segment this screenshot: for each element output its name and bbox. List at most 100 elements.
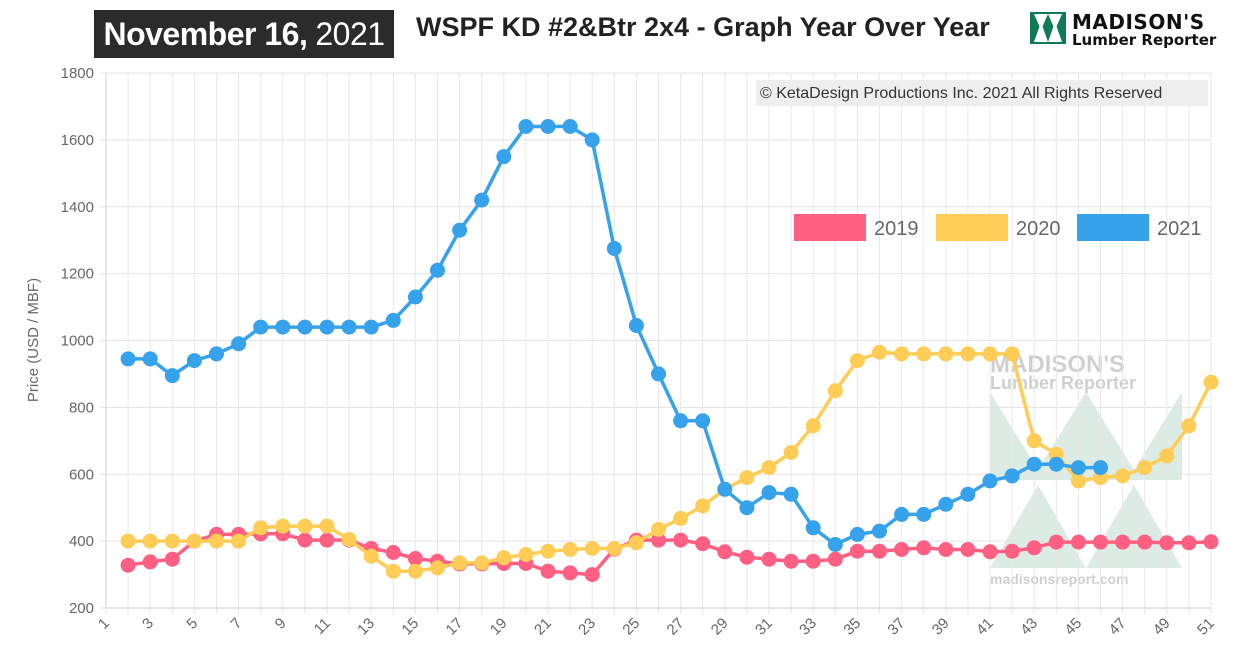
x-tick-label: 45: [1061, 615, 1085, 639]
data-point-2021: [960, 486, 976, 502]
y-tick-label: 1600: [61, 132, 94, 149]
data-point-2019: [827, 551, 843, 567]
x-tick-label: 23: [575, 615, 599, 639]
data-point-2021: [540, 119, 556, 134]
data-point-2020: [1004, 346, 1020, 362]
data-point-2020: [805, 418, 821, 434]
data-point-2021: [518, 119, 534, 134]
data-point-2019: [894, 542, 910, 557]
x-tick-label: 1: [95, 615, 113, 633]
data-point-2021: [894, 506, 910, 522]
y-tick-label: 600: [69, 466, 94, 483]
data-point-2020: [783, 445, 799, 460]
data-point-2021: [407, 289, 423, 305]
data-point-2020: [562, 542, 578, 557]
data-point-2021: [849, 526, 865, 542]
y-tick-label: 1400: [61, 199, 94, 216]
data-point-2020: [606, 541, 622, 556]
data-point-2020: [518, 547, 534, 562]
x-tick-label: 51: [1194, 615, 1218, 639]
data-point-2021: [717, 481, 733, 497]
data-point-2021: [695, 413, 711, 429]
x-tick-label: 29: [708, 615, 732, 639]
x-tick-label: 47: [1106, 615, 1130, 639]
chart-legend: 2019 2020 2021: [794, 214, 1202, 241]
y-tick-label: 200: [69, 600, 94, 617]
data-point-2021: [319, 319, 335, 335]
logo-line2: Lumber Reporter: [1072, 31, 1217, 49]
data-point-2019: [872, 543, 887, 559]
x-tick-label: 11: [311, 615, 334, 638]
data-point-2020: [651, 521, 666, 537]
data-point-2019: [540, 563, 556, 579]
watermark-line2: Lumber Reporter: [990, 373, 1136, 393]
data-point-2020: [120, 533, 136, 549]
data-point-2020: [982, 346, 998, 362]
data-point-2019: [407, 551, 423, 566]
x-tick-label: 21: [531, 615, 555, 639]
data-point-2021: [164, 368, 180, 384]
x-tick-label: 5: [183, 615, 201, 633]
data-point-2019: [938, 542, 954, 557]
data-point-2021: [938, 496, 954, 512]
data-point-2020: [960, 346, 976, 362]
data-point-2020: [916, 346, 932, 362]
data-point-2020: [739, 470, 755, 486]
data-point-2021: [1093, 460, 1108, 476]
x-tick-label: 15: [398, 615, 422, 639]
data-point-2020: [894, 346, 910, 362]
legend-label: 2020: [1016, 218, 1061, 240]
data-point-2019: [849, 543, 865, 559]
data-point-2020: [872, 344, 887, 360]
x-tick-label: 49: [1150, 615, 1174, 639]
data-point-2021: [142, 351, 158, 367]
series-2020: [120, 344, 1219, 579]
data-point-2020: [363, 548, 379, 564]
date-month-day: November 16,: [103, 15, 308, 52]
data-point-2021: [562, 119, 578, 134]
data-point-2021: [872, 523, 887, 539]
data-point-2021: [982, 473, 998, 489]
data-point-2020: [628, 535, 644, 551]
data-point-2021: [827, 537, 843, 552]
data-point-2019: [717, 544, 733, 560]
data-point-2021: [341, 319, 357, 335]
watermark-shape: [990, 392, 1086, 470]
data-point-2021: [673, 413, 689, 429]
data-point-2020: [540, 543, 556, 559]
data-point-2021: [1048, 456, 1064, 472]
x-tick-label: 17: [443, 615, 467, 639]
x-tick-label: 3: [139, 615, 157, 633]
legend-item-2021: 2021: [1077, 214, 1202, 241]
data-point-2021: [496, 149, 512, 165]
data-point-2020: [186, 533, 202, 549]
data-point-2021: [1004, 468, 1020, 484]
data-point-2021: [1026, 456, 1042, 472]
data-point-2020: [253, 520, 269, 536]
data-point-2021: [651, 366, 666, 382]
data-point-2021: [452, 222, 468, 238]
legend-label: 2021: [1157, 218, 1202, 240]
data-point-2019: [120, 557, 136, 573]
data-point-2019: [1137, 534, 1153, 550]
legend-item-2019: 2019: [794, 214, 919, 241]
data-point-2019: [142, 554, 158, 570]
x-tick-label: 33: [796, 615, 820, 639]
data-point-2021: [474, 192, 490, 208]
data-point-2020: [297, 518, 313, 534]
x-tick-label: 37: [885, 615, 909, 639]
x-tick-label: 35: [840, 615, 864, 639]
watermark-shape: [1086, 392, 1182, 470]
x-tick-label: 19: [487, 615, 511, 639]
legend-item-2020: 2020: [936, 214, 1061, 241]
data-point-2019: [960, 542, 976, 557]
data-point-2019: [1048, 534, 1064, 550]
data-point-2019: [164, 551, 180, 567]
legend-swatch: [1077, 214, 1149, 241]
data-point-2020: [1137, 460, 1153, 476]
data-point-2019: [1203, 534, 1219, 550]
data-point-2021: [584, 132, 600, 148]
data-point-2021: [628, 318, 644, 333]
data-point-2021: [783, 486, 799, 502]
data-point-2020: [695, 498, 711, 514]
